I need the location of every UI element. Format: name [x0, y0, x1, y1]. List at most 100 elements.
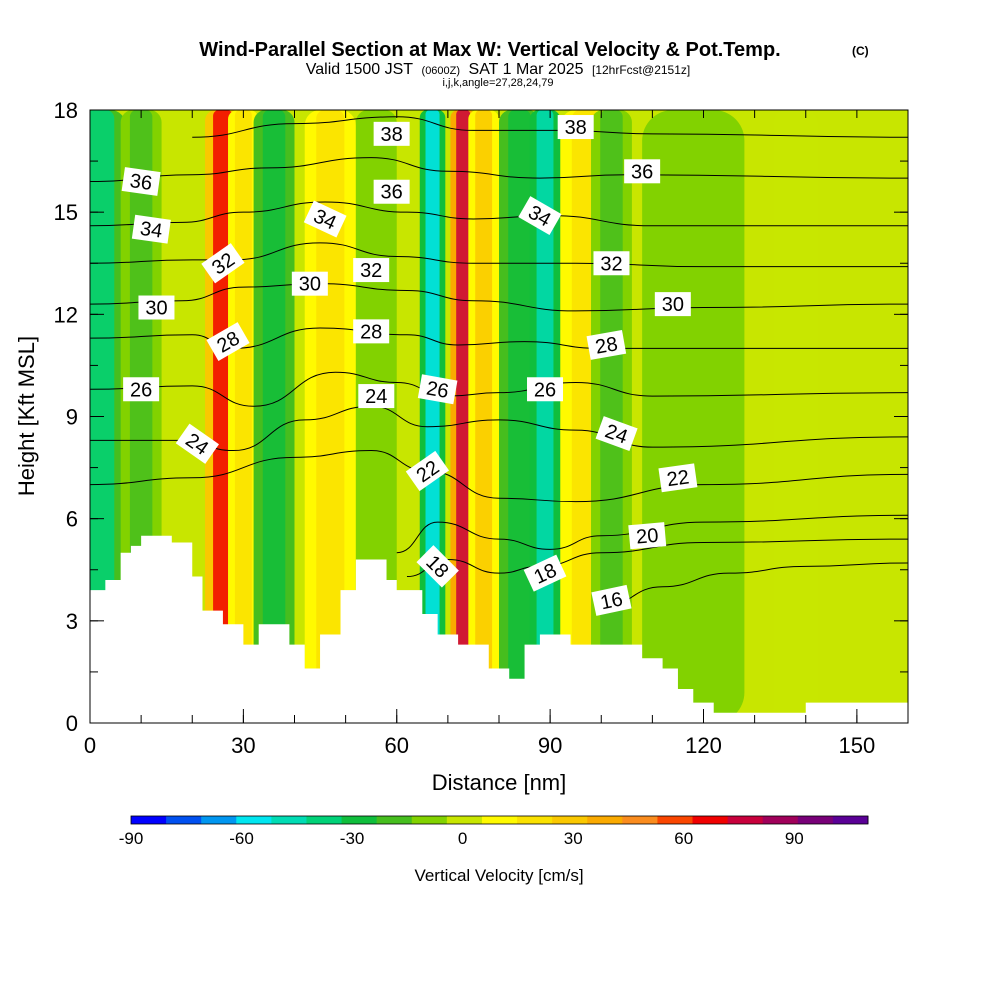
contour-label-text: 36: [381, 182, 403, 204]
theta-contour-16: [601, 562, 908, 608]
chart-subtitle: Valid 1500 JST (0600Z) SAT 1 Mar 2025 [1…: [306, 61, 690, 78]
contour-label-30: 30: [654, 292, 691, 317]
colorbar-swatch: [692, 816, 729, 824]
colorbar-swatch: [411, 816, 448, 824]
contour-label-text: 22: [666, 466, 691, 491]
contour-label-26: 26: [123, 377, 160, 402]
colorbar-tick-label: 0: [458, 829, 467, 848]
contour-label-26: 26: [417, 374, 458, 405]
colorbar-swatch: [446, 816, 483, 824]
colorbar-tick-label: 30: [564, 829, 583, 848]
colorbar-swatch: [271, 816, 307, 824]
contour-label-36: 36: [624, 159, 661, 184]
y-tick-label: 12: [54, 302, 78, 327]
contour-label-text: 26: [534, 379, 556, 401]
contour-label-box: [373, 121, 410, 146]
contour-label-28: 28: [353, 319, 390, 344]
colorbar-swatch: [797, 816, 834, 824]
colorbar-swatch: [657, 816, 694, 824]
contour-label-box: [291, 271, 328, 296]
contour-label-38: 38: [557, 115, 594, 140]
contour-label-box: [353, 258, 390, 283]
contour-label-text: 38: [381, 124, 403, 146]
colorbar-swatch: [762, 816, 799, 824]
contour-label-text: 16: [599, 588, 625, 614]
contour-label-36: 36: [373, 179, 410, 204]
contour-label-box: [206, 322, 250, 361]
contour-label-24: 24: [358, 384, 395, 409]
contour-label-box: [138, 295, 175, 320]
colorbar-swatch: [131, 816, 167, 824]
contour-label-box: [518, 196, 562, 235]
colorbar-tick-label: -60: [229, 829, 254, 848]
x-tick-label: 90: [538, 733, 562, 758]
x-axis-label: Distance [nm]: [432, 770, 567, 795]
colorbar-swatch: [552, 816, 588, 824]
contour-label-text: 20: [635, 525, 659, 549]
contour-label-box: [353, 319, 390, 344]
contour-label-text: 38: [565, 117, 587, 139]
y-tick-label: 0: [66, 711, 78, 736]
contour-label-text: 32: [360, 260, 382, 282]
y-tick-label: 15: [54, 200, 78, 225]
colorbar-swatch: [201, 816, 237, 824]
colorbar: -90 -60 -30 0 30 60 90: [119, 815, 869, 848]
contour-label-box: [628, 522, 667, 550]
colorbar-swatch: [236, 816, 272, 824]
y-tick-label: 9: [66, 405, 78, 430]
w-band-8-core: [456, 110, 471, 723]
contour-label-box: [523, 554, 567, 592]
contour-label-30: 30: [138, 295, 175, 320]
contour-label-26: 26: [527, 377, 564, 402]
contour-label-box: [131, 214, 171, 244]
colorbar-swatch: [517, 816, 553, 824]
copyright-mark: (C): [852, 44, 869, 58]
contour-label-text: 34: [139, 218, 164, 243]
theta-contour-34: [90, 201, 908, 227]
colorbar-swatch: [306, 816, 343, 824]
contour-label-text: 26: [130, 379, 152, 401]
colorbar-tick-label: -90: [119, 829, 144, 848]
contour-label-box: [201, 243, 245, 284]
contour-label-36: 36: [121, 167, 161, 196]
colorbar-swatch: [622, 816, 658, 824]
contour-label-text: 36: [631, 161, 653, 183]
contour-label-box: [595, 416, 638, 451]
contour-label-box: [405, 450, 450, 492]
contour-label-32: 32: [353, 258, 390, 283]
theta-contour-30: [90, 283, 908, 312]
contour-label-38: 38: [373, 121, 410, 146]
w-band-4-core: [262, 110, 286, 723]
colorbar-frame: [130, 815, 869, 825]
contour-label-box: [121, 167, 161, 196]
colorbar-swatch: [166, 816, 202, 824]
colorbar-swatch: [376, 816, 413, 824]
x-tick-label: 30: [231, 733, 255, 758]
contour-label-text: 26: [425, 377, 451, 403]
chart-indices: i,j,k,angle=27,28,24,79: [442, 77, 553, 89]
x-tick-label: 60: [385, 733, 409, 758]
contour-label-text: 36: [128, 170, 153, 195]
contour-label-box: [654, 292, 691, 317]
contour-label-text: 28: [594, 333, 620, 359]
chart-title: Wind-Parallel Section at Max W: Vertical…: [199, 39, 780, 61]
w-band-15-core: [773, 110, 819, 723]
w-band-13-core: [600, 110, 623, 723]
contour-label-box: [557, 115, 594, 140]
contour-label-box: [586, 330, 627, 360]
contour-label-box: [123, 377, 160, 402]
x-tick-label: 150: [839, 733, 876, 758]
contour-label-box: [527, 377, 564, 402]
contour-label-box: [373, 179, 410, 204]
contour-label-30: 30: [291, 271, 328, 296]
colorbar-swatch: [727, 816, 764, 824]
contour-label-32: 32: [593, 251, 630, 276]
contour-label-text: 30: [145, 298, 167, 320]
contour-label-box: [175, 423, 219, 464]
contour-label-20: 20: [628, 522, 667, 550]
theta-contour-20: [396, 514, 908, 554]
colorbar-swatch: [587, 816, 623, 824]
